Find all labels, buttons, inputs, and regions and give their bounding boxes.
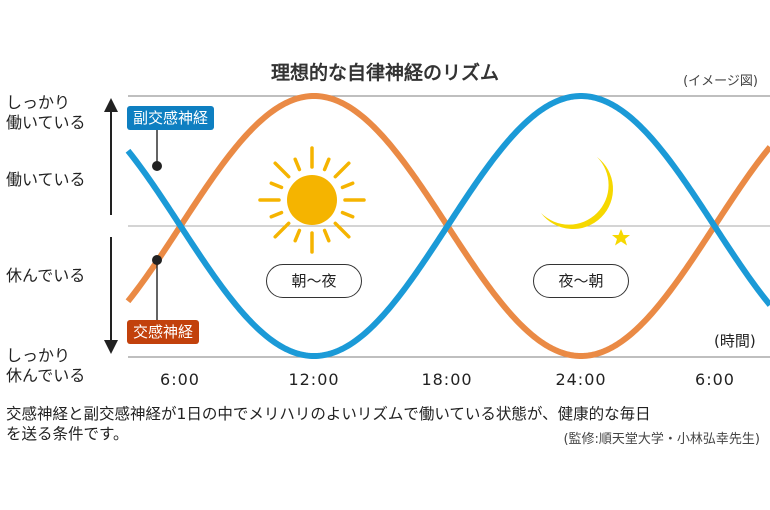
credit-note: (監修:順天堂大学・小林弘幸先生) <box>563 432 760 447</box>
image-note: (イメージ図) <box>683 74 758 89</box>
chart-title: 理想的な自律神経のリズム <box>270 62 499 84</box>
x-tick-label: 6:00 <box>160 370 200 389</box>
x-tick-label: 6:00 <box>695 370 735 389</box>
star-icon <box>612 229 630 246</box>
y-label-resting: 休んでいる <box>6 266 86 285</box>
x-tick-label: 12:00 <box>288 370 340 389</box>
y-label-strong-active-line2: 働いている <box>6 113 86 132</box>
y-label-active: 働いている <box>6 170 86 189</box>
sun-ray <box>340 181 355 190</box>
y-label-deep-rest-line1: しっかり <box>6 346 71 365</box>
night-period-pill: 夜〜朝 <box>533 264 629 298</box>
sympathetic-label: 交感神経 <box>127 320 200 344</box>
sun-ray <box>293 228 302 243</box>
sun-icon <box>258 146 366 254</box>
y-label-strong-active-line1: しっかり <box>6 93 71 112</box>
sun-ray <box>333 161 351 179</box>
sympathetic-marker-dot <box>152 255 162 265</box>
sun-ray <box>273 161 291 179</box>
sun-ray <box>269 210 284 219</box>
caption-line2: を送る条件です。 <box>6 425 129 443</box>
x-axis-unit: (時間) <box>714 332 756 350</box>
sun-ray <box>269 181 284 190</box>
arrow-up-icon <box>104 98 118 215</box>
parasympathetic-curve <box>125 93 770 360</box>
sun-ray <box>322 228 331 243</box>
parasympathetic-marker-dot <box>152 161 162 171</box>
sun-ray <box>293 157 302 172</box>
sun-ray <box>273 221 291 239</box>
arrow-down-icon <box>104 237 118 354</box>
y-label-deep-rest-line2: 休んでいる <box>6 366 86 385</box>
y-label-deep-rest: しっかり 休んでいる <box>6 346 85 386</box>
x-tick-label: 18:00 <box>421 370 473 389</box>
y-label-strong-active: しっかり 働いている <box>6 93 86 133</box>
sun-ray <box>333 221 351 239</box>
caption: 交感神経と副交感神経が1日の中でメリハリのよいリズムで働いている状態が、健康的な… <box>6 404 766 444</box>
sun-ray <box>322 157 331 172</box>
moon-icon <box>541 157 614 229</box>
x-tick-label: 24:00 <box>555 370 607 389</box>
day-period-pill: 朝〜夜 <box>266 264 362 298</box>
caption-line1: 交感神経と副交感神経が1日の中でメリハリのよいリズムで働いている状態が、健康的な… <box>6 405 651 423</box>
sun-ray <box>340 210 355 219</box>
parasympathetic-label: 副交感神経 <box>127 106 215 130</box>
